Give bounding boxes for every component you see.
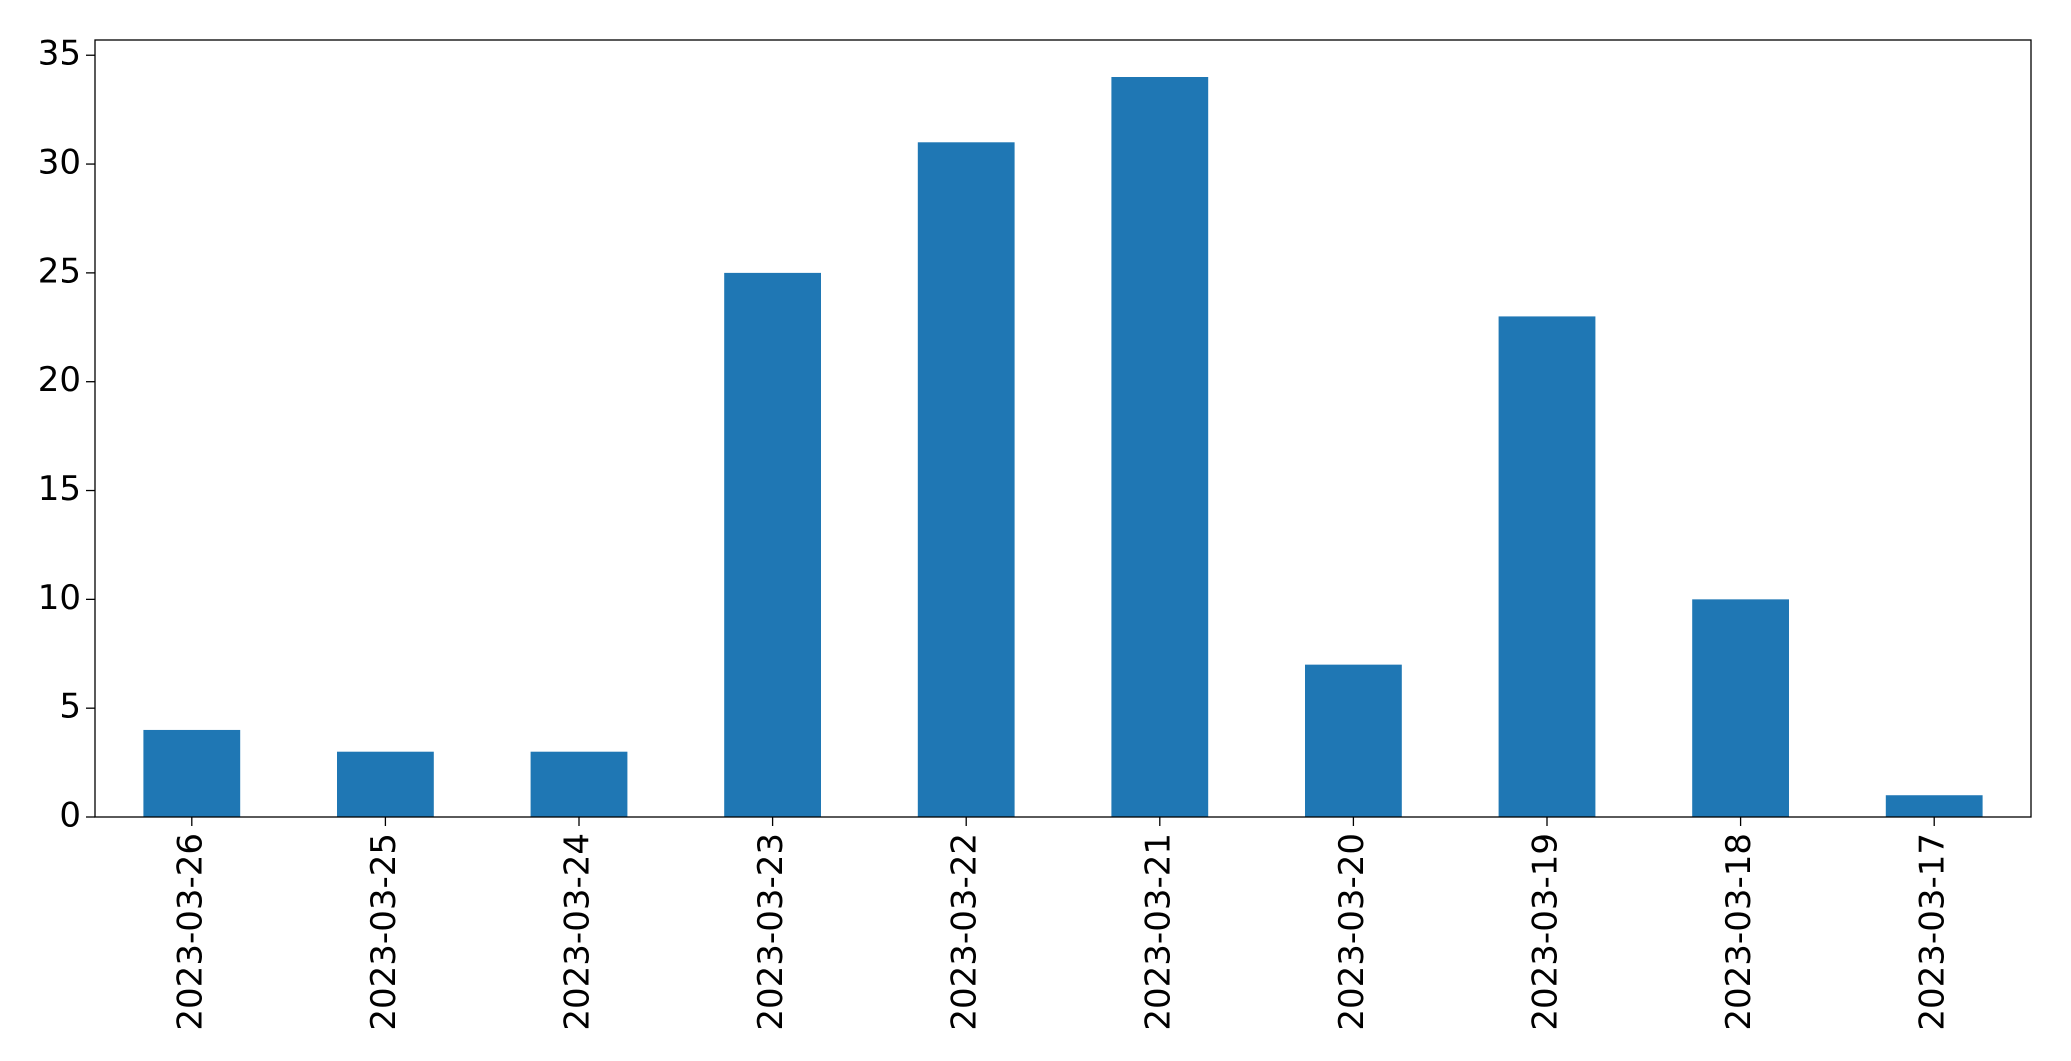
x-tick-label: 2023-03-26: [170, 833, 210, 1031]
x-tick-label: 2023-03-23: [751, 833, 791, 1031]
y-tick-label: 15: [38, 469, 81, 509]
y-tick-label: 20: [38, 360, 81, 400]
x-tick-label: 2023-03-20: [1332, 833, 1372, 1031]
bar: [143, 729, 241, 817]
bar: [1498, 316, 1596, 817]
bar: [337, 751, 434, 817]
x-tick-label: 2023-03-19: [1526, 833, 1566, 1031]
bar: [1692, 599, 1789, 817]
y-tick-label: 30: [38, 143, 81, 183]
bar: [1305, 664, 1402, 817]
bar: [1885, 795, 1983, 817]
x-tick-label: 2023-03-17: [1913, 833, 1953, 1031]
y-tick-label: 5: [59, 687, 81, 727]
x-tick-label: 2023-03-25: [364, 833, 404, 1031]
x-tick-label: 2023-03-24: [558, 833, 598, 1031]
bar: [530, 751, 628, 817]
x-tick-label: 2023-03-22: [945, 833, 985, 1031]
y-tick-label: 10: [38, 578, 81, 618]
y-tick-label: 0: [59, 796, 81, 836]
plot-frame: [94, 39, 2032, 818]
x-tick-label: 2023-03-21: [1138, 833, 1178, 1031]
bar: [1111, 77, 1209, 817]
bar: [917, 142, 1015, 817]
bar: [724, 272, 821, 818]
x-tick-label: 2023-03-18: [1719, 833, 1759, 1031]
y-tick-label: 35: [38, 34, 81, 74]
y-tick-label: 25: [38, 251, 81, 291]
